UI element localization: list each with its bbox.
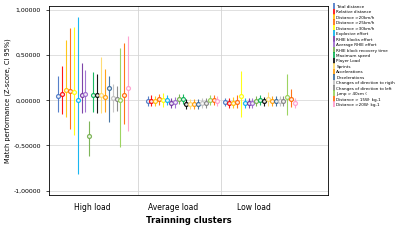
Legend: Total distance, Relative distance, Distance >20km/h, Distance >25km/h, Distance : Total distance, Relative distance, Dista… [333, 4, 396, 108]
Y-axis label: Match performance (Z-score, CI 95%): Match performance (Z-score, CI 95%) [4, 38, 11, 163]
X-axis label: Trainning clusters: Trainning clusters [146, 216, 231, 225]
